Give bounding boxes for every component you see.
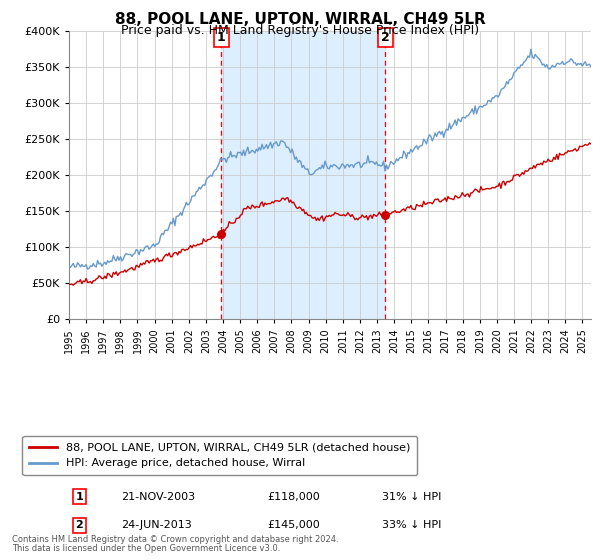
Text: 1: 1 <box>76 492 83 502</box>
Text: 88, POOL LANE, UPTON, WIRRAL, CH49 5LR: 88, POOL LANE, UPTON, WIRRAL, CH49 5LR <box>115 12 485 27</box>
Text: 21-NOV-2003: 21-NOV-2003 <box>121 492 196 502</box>
Point <box>217 230 226 239</box>
Text: 2: 2 <box>76 520 83 530</box>
Bar <box>221 31 385 319</box>
Text: £145,000: £145,000 <box>268 520 320 530</box>
Point <box>380 210 390 219</box>
Text: 33% ↓ HPI: 33% ↓ HPI <box>382 520 442 530</box>
Text: Price paid vs. HM Land Registry's House Price Index (HPI): Price paid vs. HM Land Registry's House … <box>121 24 479 37</box>
Text: 1: 1 <box>217 31 226 44</box>
Text: This data is licensed under the Open Government Licence v3.0.: This data is licensed under the Open Gov… <box>12 544 280 553</box>
Text: £118,000: £118,000 <box>268 492 320 502</box>
Text: Contains HM Land Registry data © Crown copyright and database right 2024.: Contains HM Land Registry data © Crown c… <box>12 535 338 544</box>
Text: 2: 2 <box>381 31 389 44</box>
Text: 24-JUN-2013: 24-JUN-2013 <box>121 520 192 530</box>
Legend: 88, POOL LANE, UPTON, WIRRAL, CH49 5LR (detached house), HPI: Average price, det: 88, POOL LANE, UPTON, WIRRAL, CH49 5LR (… <box>22 436 417 475</box>
Text: 31% ↓ HPI: 31% ↓ HPI <box>382 492 442 502</box>
